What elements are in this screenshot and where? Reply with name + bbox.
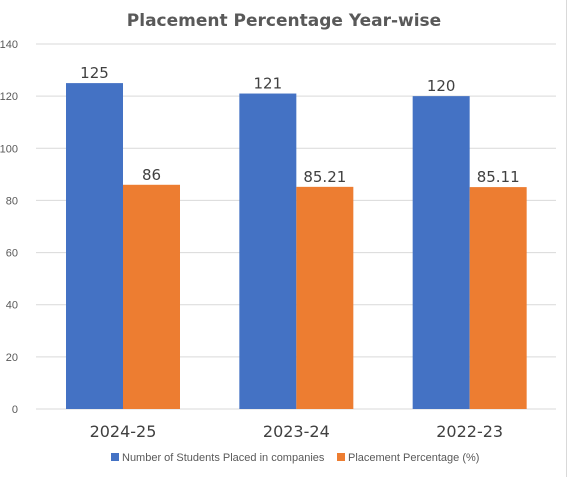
data-label-series-1-2024-25: 86 <box>142 166 161 184</box>
data-label-series-1-2022-23: 85.11 <box>477 168 520 186</box>
y-tick-label: 40 <box>6 300 18 312</box>
legend: Number of Students Placed in companies Pl… <box>111 452 479 464</box>
legend-swatch-1 <box>337 453 345 461</box>
data-label-series-0-2022-23: 120 <box>427 77 456 95</box>
y-tick-label: 20 <box>6 352 18 364</box>
legend-label-1: Placement Percentage (%) <box>348 452 479 464</box>
bar-series-1-2023-24 <box>296 186 354 409</box>
legend-label-0: Number of Students Placed in companies <box>122 452 325 464</box>
bar-series-1-2022-23 <box>469 187 527 409</box>
data-label-series-1-2023-24: 85.21 <box>303 168 346 186</box>
x-tick-label: 2023-24 <box>263 422 330 441</box>
legend-swatch-0 <box>111 453 119 461</box>
y-tick-label: 140 <box>0 39 18 51</box>
bar-series-0-2022-23 <box>412 96 470 410</box>
bar-series-0-2023-24 <box>239 93 297 410</box>
y-tick-label: 120 <box>0 91 18 103</box>
y-tick-label: 60 <box>6 248 18 260</box>
y-tick-label: 80 <box>6 195 18 207</box>
data-label-series-0-2023-24: 121 <box>254 75 283 93</box>
bar-series-1-2024-25 <box>123 184 180 409</box>
y-axis-ticks: 0 20 40 60 80 100 120 140 <box>0 39 18 416</box>
chart-title: Placement Percentage Year-wise <box>127 11 441 31</box>
x-tick-label: 2022-23 <box>436 422 503 441</box>
y-tick-label: 100 <box>0 143 18 155</box>
data-labels: 125 86 121 85.21 120 85.11 <box>80 64 519 186</box>
data-label-series-0-2024-25: 125 <box>80 64 109 82</box>
bar-series-0-2024-25 <box>66 83 123 409</box>
bars <box>66 83 527 410</box>
x-axis-ticks: 2024-25 2023-24 2022-23 <box>90 422 504 441</box>
y-tick-label: 0 <box>12 404 18 416</box>
x-tick-label: 2024-25 <box>90 422 157 441</box>
